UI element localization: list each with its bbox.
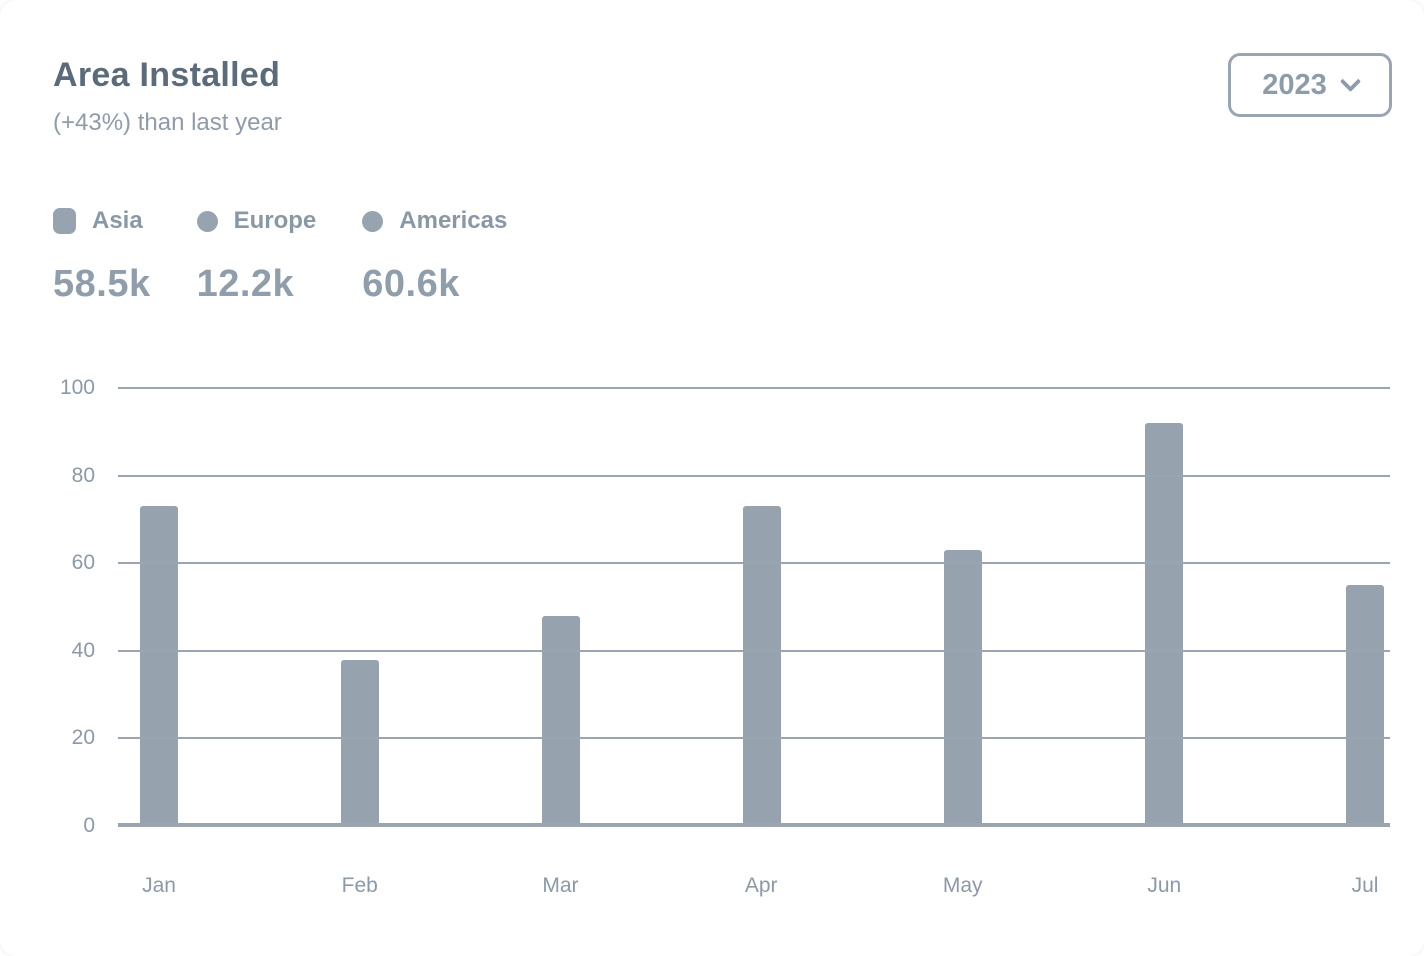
bar-cell bbox=[341, 388, 379, 826]
y-tick-label: 100 bbox=[59, 376, 95, 399]
square-marker-icon bbox=[53, 208, 76, 234]
x-label-cell: Jun bbox=[1145, 874, 1183, 898]
legend-item-americas[interactable]: Americas 60.6k bbox=[362, 205, 507, 306]
bar-cell bbox=[1145, 388, 1183, 826]
bar-jan[interactable] bbox=[140, 506, 178, 826]
legend-label: Americas bbox=[399, 207, 508, 234]
legend-label: Asia bbox=[92, 207, 143, 234]
dot-marker-icon bbox=[196, 210, 218, 232]
bar-mar[interactable] bbox=[542, 615, 580, 826]
bar-cell bbox=[743, 388, 781, 826]
bar-may[interactable] bbox=[944, 550, 982, 826]
x-label-cell: Jul bbox=[1346, 874, 1384, 898]
x-axis-labels: Jan Feb Mar Apr May Jun Jul bbox=[118, 874, 1390, 898]
x-label-cell: Feb bbox=[341, 874, 379, 898]
x-axis-line bbox=[118, 823, 1390, 827]
gridline bbox=[118, 474, 1390, 477]
y-tick-label: 60 bbox=[71, 551, 95, 575]
bar-feb[interactable] bbox=[341, 659, 379, 826]
legend-item-asia[interactable]: Asia 58.5k bbox=[53, 205, 151, 306]
bar-cell bbox=[542, 388, 580, 826]
bar-jun[interactable] bbox=[1145, 423, 1183, 826]
gridline bbox=[118, 649, 1390, 652]
legend-value: 60.6k bbox=[362, 263, 460, 305]
legend-item-europe[interactable]: Europe 12.2k bbox=[196, 205, 317, 306]
y-tick-label: 20 bbox=[71, 726, 95, 750]
bar-cell bbox=[1346, 388, 1384, 826]
x-tick-label: May bbox=[942, 874, 983, 897]
gridline bbox=[118, 562, 1390, 565]
y-tick-label: 80 bbox=[71, 463, 95, 487]
year-select-button[interactable]: 2023 bbox=[1228, 53, 1392, 117]
y-tick-label: 0 bbox=[83, 814, 95, 837]
legend: Asia 58.5k Europe 12.2k Americas 60.6k bbox=[53, 205, 507, 306]
card-header: Area Installed (+43%) than last year bbox=[53, 56, 1390, 137]
x-tick-label: Jun bbox=[1147, 874, 1182, 897]
x-tick-label: Jan bbox=[142, 874, 176, 897]
x-tick-label: Feb bbox=[341, 874, 378, 897]
dot-marker-icon bbox=[362, 210, 384, 232]
plot-area bbox=[118, 387, 1390, 827]
bar-cell bbox=[140, 388, 178, 826]
bars bbox=[118, 388, 1390, 826]
gridline bbox=[118, 387, 1390, 389]
x-label-cell: Mar bbox=[541, 874, 579, 898]
x-tick-label: Apr bbox=[744, 874, 778, 897]
x-label-cell: May bbox=[943, 874, 983, 898]
bar-jul[interactable] bbox=[1346, 585, 1384, 826]
legend-value: 12.2k bbox=[196, 263, 295, 305]
bar-cell bbox=[944, 388, 982, 826]
page-title: Area Installed bbox=[53, 56, 281, 94]
page-subtitle: (+43%) than last year bbox=[53, 109, 282, 136]
x-tick-label: Jul bbox=[1351, 874, 1379, 897]
y-tick-label: 40 bbox=[71, 638, 95, 662]
year-select-value: 2023 bbox=[1262, 68, 1327, 101]
legend-label: Europe bbox=[233, 207, 317, 234]
x-label-cell: Apr bbox=[742, 874, 780, 898]
legend-value: 58.5k bbox=[53, 263, 151, 305]
chevron-down-icon bbox=[1339, 70, 1361, 93]
y-axis-labels: 0 20 40 60 80 100 bbox=[0, 376, 95, 837]
bar-apr[interactable] bbox=[743, 506, 781, 826]
x-label-cell: Jan bbox=[140, 874, 178, 898]
x-tick-label: Mar bbox=[542, 874, 579, 897]
gridline bbox=[118, 737, 1390, 740]
